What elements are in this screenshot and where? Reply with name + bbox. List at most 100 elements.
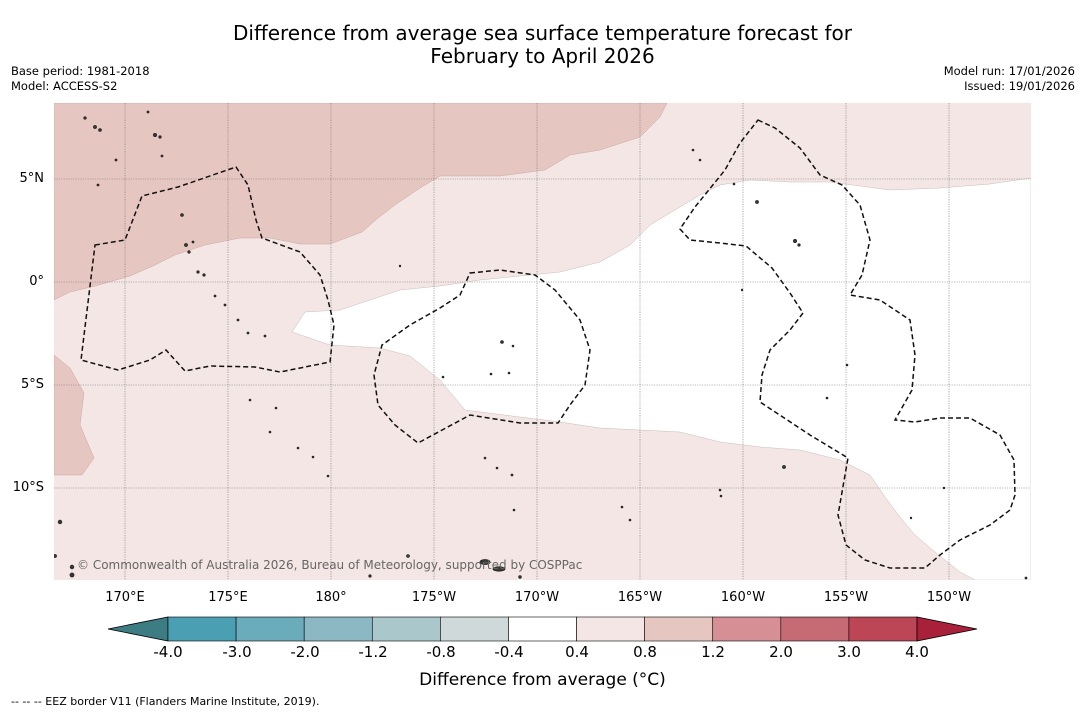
island: [483, 456, 487, 460]
island: [196, 270, 200, 274]
island: [202, 273, 206, 277]
island: [755, 200, 759, 204]
island: [223, 303, 227, 307]
islands: [54, 110, 1028, 580]
island: [69, 572, 75, 578]
colorbar-segment: [644, 616, 714, 642]
island: [507, 371, 511, 375]
colorbar-segment: [712, 616, 782, 642]
island: [718, 488, 722, 492]
island: [296, 446, 300, 450]
island: [698, 158, 702, 162]
island: [246, 331, 250, 335]
title-line-2: February to April 2026: [430, 44, 655, 68]
colorbar-tick: -3.0: [222, 643, 252, 661]
island: [793, 238, 798, 243]
lon-label-155w: 155°W: [823, 590, 869, 605]
island: [326, 474, 330, 478]
island: [191, 240, 195, 244]
island: [160, 154, 164, 158]
island: [489, 372, 493, 376]
island: [510, 473, 514, 477]
lon-label-170e: 170°E: [105, 590, 145, 605]
eez-border-east: [679, 119, 1016, 569]
lat-label-5s: 5°S: [20, 377, 44, 392]
island: [620, 505, 624, 509]
island: [512, 508, 516, 512]
island: [368, 574, 372, 578]
colorbar-segments: [167, 616, 918, 642]
island: [479, 559, 491, 565]
eez-border-central: [373, 269, 591, 444]
colorbar-segment: [303, 616, 373, 642]
model-run: Model run: 17/01/2026: [943, 64, 1075, 78]
meta-left: Base period: 1981-2018 Model: ACCESS-S2: [11, 64, 150, 94]
lon-label-175w: 175°W: [411, 590, 457, 605]
island: [96, 183, 100, 187]
island: [797, 243, 801, 247]
lat-label-0: 0°: [29, 274, 44, 289]
colorbar-segment: [167, 616, 237, 642]
graticule: [54, 103, 1031, 580]
colorbar-title: Difference from average (°C): [419, 670, 666, 690]
colorbar-tick: 1.2: [701, 643, 725, 661]
colorbar-extend-max: [916, 616, 978, 642]
colorbar-tick: -0.8: [426, 643, 456, 661]
island: [180, 213, 184, 217]
colorbar-tick: 2.0: [769, 643, 793, 661]
colorbar-segment: [848, 616, 918, 642]
model-name: Model: ACCESS-S2: [11, 79, 118, 93]
island: [782, 465, 786, 469]
island: [263, 334, 267, 338]
lon-label-170w: 170°W: [514, 590, 560, 605]
sst-region-0.8-1.2-north: [54, 103, 668, 301]
colorbar-tick: 0.4: [565, 643, 589, 661]
island: [500, 340, 504, 344]
title-line-1: Difference from average sea surface temp…: [232, 21, 852, 45]
island: [691, 148, 695, 152]
colorbar-segment: [508, 616, 577, 642]
meta-right: Model run: 17/01/2026 Issued: 19/01/2026: [944, 64, 1075, 94]
base-period: Base period: 1981-2018: [11, 64, 150, 78]
island: [495, 466, 499, 470]
island: [909, 516, 913, 520]
island: [187, 250, 191, 254]
island: [158, 135, 162, 139]
island: [146, 110, 150, 114]
island: [152, 132, 157, 137]
island: [942, 486, 946, 490]
colorbar-segment: [440, 616, 509, 642]
island: [719, 494, 723, 498]
copyright-notice: © Commonwealth of Australia 2026, Bureau…: [77, 558, 583, 572]
island: [93, 125, 97, 129]
colorbar: [107, 616, 978, 642]
eez-footnote: -- -- -- EEZ border V11 (Flanders Marine…: [11, 695, 320, 708]
island: [98, 128, 102, 132]
island: [274, 406, 278, 410]
island: [311, 455, 315, 459]
island: [511, 344, 515, 348]
colorbar-tick: -0.4: [494, 643, 524, 661]
colorbar-extend-min: [107, 616, 169, 642]
lon-label-160w: 160°W: [720, 590, 766, 605]
island: [57, 519, 63, 525]
lon-label-175e: 175°E: [208, 590, 248, 605]
island: [406, 554, 410, 558]
colorbar-tick: -1.2: [358, 643, 388, 661]
island: [492, 566, 506, 572]
island: [236, 318, 240, 322]
island: [184, 243, 188, 247]
lon-label-180: 180°: [315, 590, 347, 605]
colorbar-tick: -4.0: [153, 643, 183, 661]
colorbar-segment: [371, 616, 441, 642]
island: [398, 264, 402, 268]
colorbar-tick: -2.0: [290, 643, 320, 661]
island: [732, 182, 736, 186]
eez-borders: [80, 119, 1016, 569]
eez-border-west: [80, 166, 335, 373]
colorbar-tick: 3.0: [837, 643, 861, 661]
island: [268, 430, 272, 434]
colorbar-tick: 4.0: [905, 643, 929, 661]
island: [845, 363, 849, 367]
